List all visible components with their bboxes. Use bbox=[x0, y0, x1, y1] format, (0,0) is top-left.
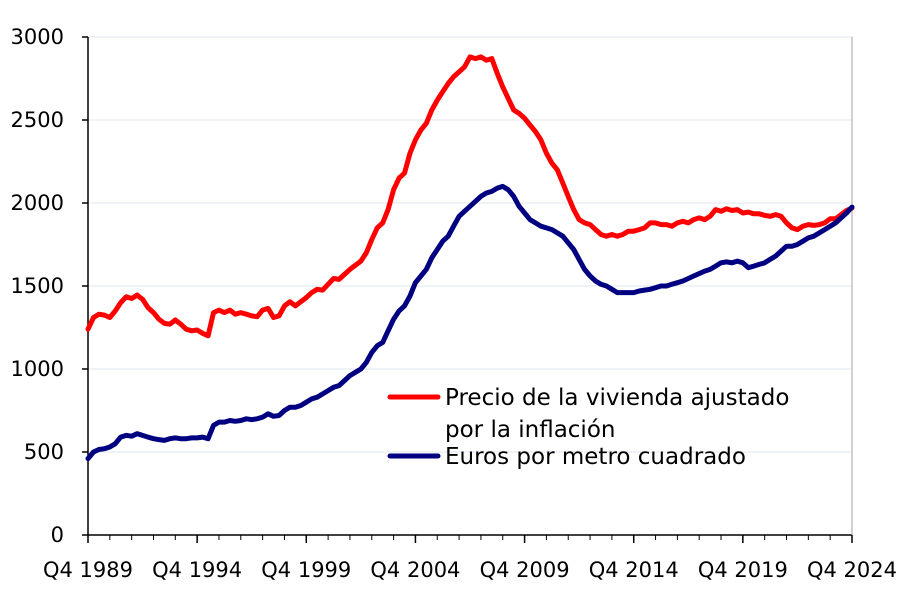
y-tick-label: 2500 bbox=[11, 108, 64, 132]
y-tick-label: 3000 bbox=[11, 25, 64, 49]
y-tick-label: 500 bbox=[24, 440, 64, 464]
axes bbox=[82, 36, 853, 543]
series-lines bbox=[85, 54, 855, 462]
y-axis-tick-labels: 0 500 1000 1500 2000 2500 3000 bbox=[11, 25, 64, 547]
legend-label: Precio de la vivienda ajustado bbox=[445, 385, 789, 411]
series-line-euros-per-square-meter bbox=[85, 183, 855, 462]
x-tick-label: Q4 2019 bbox=[698, 558, 788, 582]
gridlines bbox=[88, 36, 852, 453]
x-tick-label: Q4 2004 bbox=[370, 558, 460, 582]
y-tick-label: 1500 bbox=[11, 274, 64, 298]
series-line-inflation-adjusted-price bbox=[85, 54, 855, 339]
x-tick-label: Q4 1989 bbox=[43, 558, 133, 582]
legend-label: por la inflación bbox=[445, 417, 615, 443]
x-tick-label: Q4 2009 bbox=[480, 558, 570, 582]
x-tick-label: Q4 1994 bbox=[152, 558, 242, 582]
x-tick-label: Q4 2024 bbox=[807, 558, 897, 582]
y-tick-label: 1000 bbox=[11, 357, 64, 381]
legend: Precio de la vivienda ajustado por la inf… bbox=[387, 385, 789, 470]
y-tick-label: 0 bbox=[51, 523, 64, 547]
y-tick-label: 2000 bbox=[11, 191, 64, 215]
legend-label: Euros por metro cuadrado bbox=[445, 444, 746, 470]
x-tick-label: Q4 2014 bbox=[589, 558, 679, 582]
x-tick-label: Q4 1999 bbox=[261, 558, 351, 582]
x-axis-tick-labels: Q4 1989 Q4 1994 Q4 1999 Q4 2004 Q4 2009 Q4 20… bbox=[43, 558, 897, 582]
